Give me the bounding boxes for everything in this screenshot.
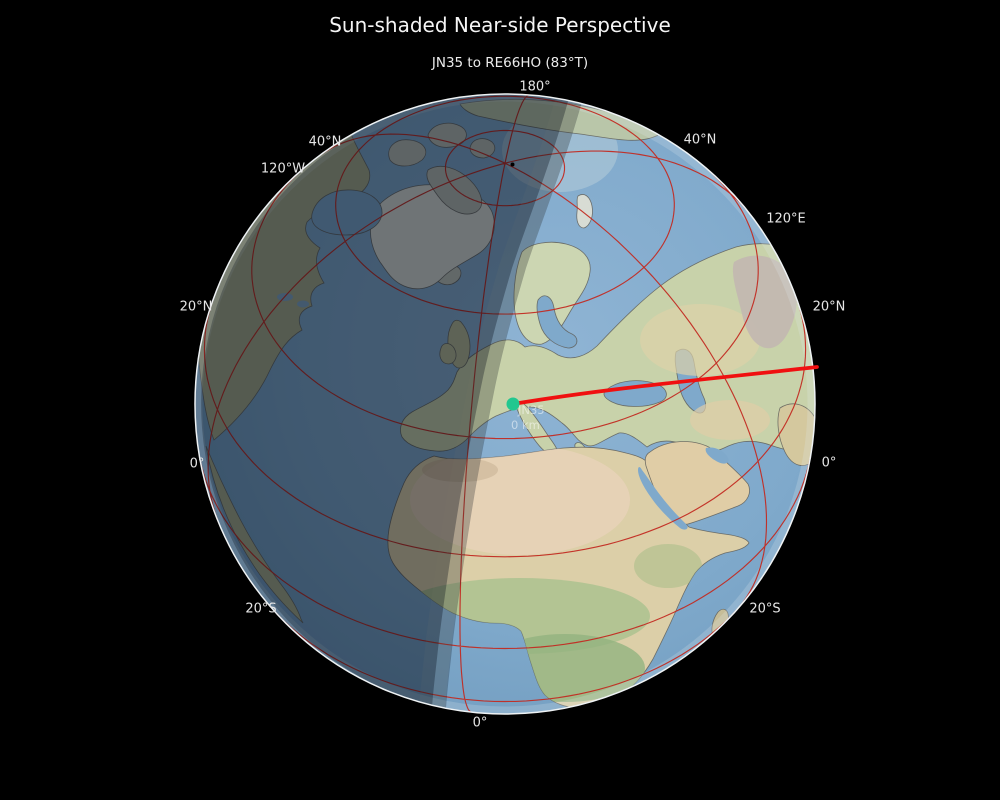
graticule-label: 40°N <box>684 133 717 148</box>
island-novaya-zemlya <box>576 194 593 229</box>
globe-body <box>195 94 815 714</box>
tibet-mountains <box>732 255 797 349</box>
start-marker-label: JN35 <box>517 403 545 417</box>
arctic-island-2 <box>427 122 467 148</box>
caribbean-island-3 <box>221 410 231 414</box>
graticule-label: 20°S <box>749 602 780 617</box>
graticule-label: 40°N <box>309 135 342 150</box>
graticule-label: 0° <box>822 456 837 471</box>
pole-marker <box>510 162 515 167</box>
graticule-lines <box>199 94 811 713</box>
figure-title: Sun-shaded Near-side Perspective <box>329 13 671 37</box>
iran-desert-tint <box>690 400 770 440</box>
island-ireland <box>439 343 457 365</box>
persian-gulf <box>705 447 729 464</box>
baltic-sea <box>536 295 578 349</box>
graticule-label: 0° <box>190 457 205 472</box>
graticule-labels: 180° 120°W 40°N 40°N 120°E 20°N 20°N 0° 0° 20°S 20… <box>180 80 846 731</box>
distance-label: 0 km <box>511 418 540 432</box>
figure-subtitle: JN35 to RE66HO (83°T) <box>431 55 588 71</box>
limb-outline <box>194 93 816 715</box>
atmosphere-haze <box>195 94 815 714</box>
twilight-shadow <box>200 94 583 710</box>
night-shadow <box>195 94 569 709</box>
hudson-bay <box>311 189 383 236</box>
caribbean-island-1 <box>206 366 214 370</box>
route-line <box>511 365 819 406</box>
start-marker-dot <box>506 397 520 411</box>
arctic-island-1 <box>388 139 427 167</box>
kazakh-desert-tint <box>640 304 760 376</box>
arctic-island-3 <box>469 138 496 159</box>
continent-scandinavia <box>513 241 591 345</box>
terminator-glow <box>419 94 582 710</box>
graticule-label: 120°W <box>261 162 305 177</box>
graticule-label: 20°N <box>180 300 213 315</box>
graticule-label: 20°S <box>245 602 276 617</box>
caribbean-island-2 <box>212 387 222 393</box>
red-sea <box>638 467 688 530</box>
great-lakes-2 <box>297 300 309 308</box>
graticule-label: 0° <box>473 716 488 731</box>
graticule-label: 180° <box>519 80 550 95</box>
graticule-label: 20°N <box>813 300 846 315</box>
continent-south-america <box>205 445 304 624</box>
arctic-island-baffin <box>426 166 483 215</box>
graticule-label: 120°E <box>766 212 806 227</box>
